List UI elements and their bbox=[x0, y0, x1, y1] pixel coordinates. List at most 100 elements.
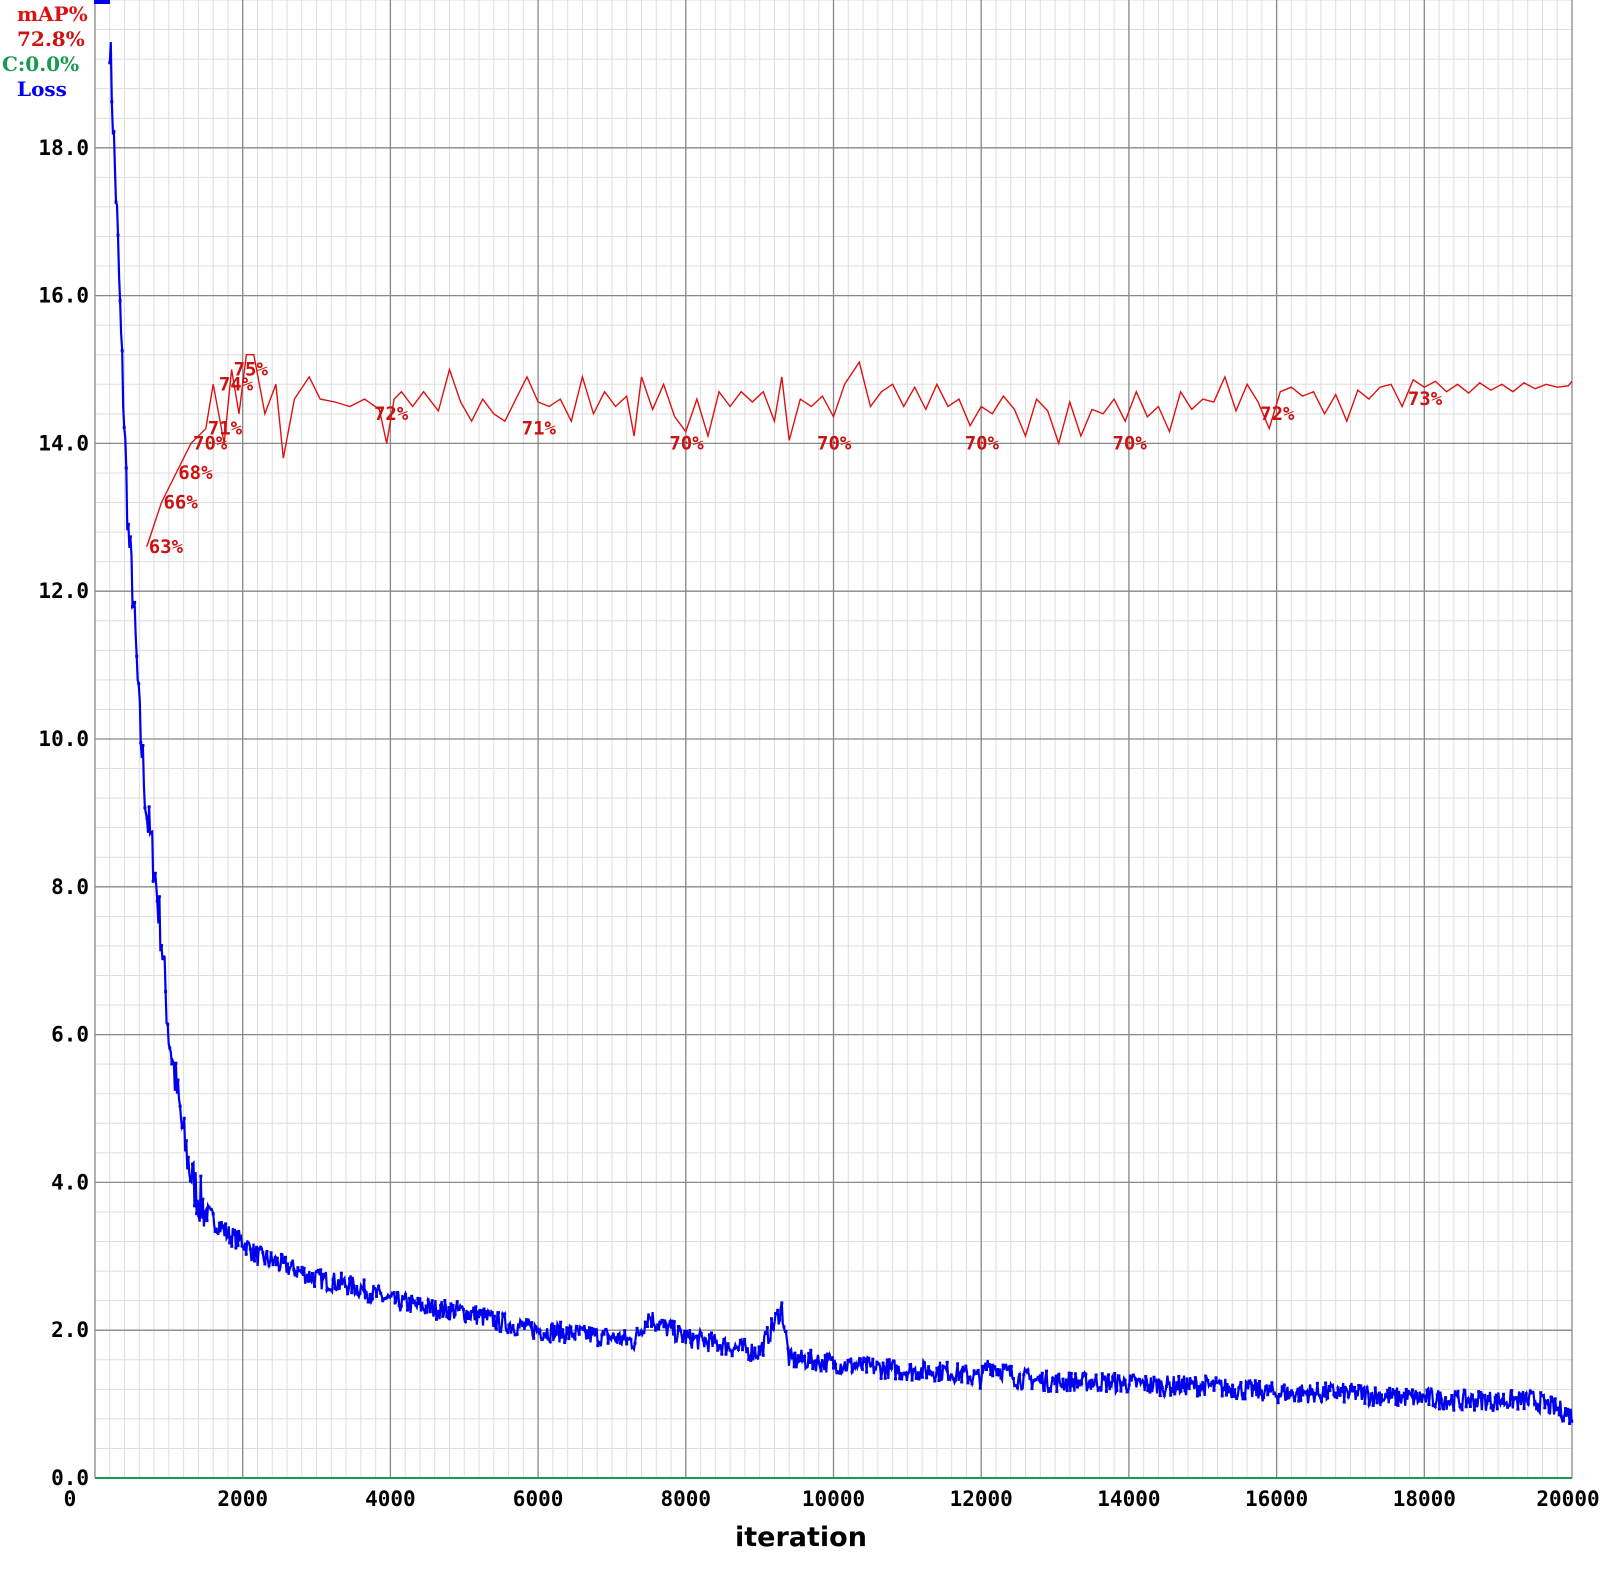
major-grid bbox=[94, 0, 1573, 1478]
loss-point bbox=[1094, 1373, 1098, 1377]
loss-point bbox=[1181, 1386, 1185, 1389]
loss-point bbox=[1123, 1378, 1127, 1382]
loss-point bbox=[199, 1174, 203, 1178]
loss-point bbox=[455, 1300, 459, 1304]
loss-point bbox=[1502, 1392, 1505, 1396]
map-annotation: 71% bbox=[522, 418, 557, 440]
loss-point bbox=[1363, 1401, 1367, 1405]
loss-point bbox=[1065, 1389, 1069, 1393]
loss-point bbox=[1390, 1395, 1394, 1399]
loss-point bbox=[650, 1324, 653, 1328]
loss-point bbox=[341, 1278, 345, 1282]
loss-point bbox=[1243, 1397, 1247, 1401]
loss-point bbox=[1162, 1394, 1166, 1397]
loss-point bbox=[1127, 1383, 1131, 1387]
loss-point bbox=[1098, 1386, 1102, 1390]
loss-point bbox=[900, 1377, 904, 1381]
loss-point bbox=[472, 1306, 476, 1310]
loss-point bbox=[1307, 1392, 1311, 1396]
loss-point bbox=[1545, 1401, 1549, 1405]
loss-point bbox=[1301, 1393, 1305, 1397]
loss-point bbox=[445, 1315, 449, 1319]
loss-point bbox=[1388, 1386, 1392, 1390]
loss-point bbox=[1367, 1403, 1371, 1407]
loss-point bbox=[168, 1046, 172, 1050]
loss-point bbox=[503, 1312, 507, 1316]
loss-point bbox=[422, 1308, 426, 1312]
loss-point bbox=[1264, 1385, 1268, 1389]
loss-point bbox=[368, 1292, 372, 1296]
loss-point bbox=[1053, 1382, 1057, 1386]
loss-point bbox=[846, 1358, 850, 1362]
loss-point bbox=[1102, 1377, 1106, 1381]
loss-point bbox=[490, 1311, 494, 1315]
loss-point bbox=[1526, 1402, 1530, 1406]
loss-point bbox=[1353, 1385, 1357, 1389]
loss-point bbox=[298, 1269, 302, 1273]
loss-point bbox=[1456, 1389, 1460, 1393]
loss-point bbox=[463, 1320, 467, 1323]
loss-point bbox=[798, 1359, 802, 1362]
loss-point bbox=[1092, 1382, 1096, 1386]
loss-point bbox=[1485, 1402, 1489, 1406]
loss-point bbox=[877, 1362, 881, 1366]
loss-point bbox=[674, 1339, 678, 1343]
loss-point bbox=[701, 1338, 705, 1342]
loss-point bbox=[468, 1317, 472, 1320]
loss-point bbox=[718, 1344, 722, 1347]
loss-point bbox=[1359, 1384, 1363, 1388]
loss-point bbox=[823, 1354, 827, 1357]
loss-point bbox=[619, 1341, 622, 1345]
loss-point bbox=[1425, 1388, 1429, 1392]
loss-point bbox=[228, 1241, 232, 1245]
loss-point bbox=[519, 1320, 523, 1324]
loss-point bbox=[1280, 1385, 1284, 1389]
loss-point bbox=[1398, 1398, 1402, 1402]
loss-point bbox=[778, 1318, 782, 1322]
loss-point bbox=[1483, 1394, 1487, 1398]
loss-point bbox=[317, 1268, 321, 1272]
y-tick-label: 2.0 bbox=[51, 1318, 89, 1342]
loss-point bbox=[1442, 1407, 1445, 1411]
loss-point bbox=[364, 1291, 368, 1295]
loss-point bbox=[1218, 1381, 1222, 1385]
loss-point bbox=[668, 1320, 672, 1324]
loss-point bbox=[575, 1324, 579, 1328]
loss-point bbox=[528, 1322, 531, 1326]
loss-point bbox=[1235, 1396, 1239, 1400]
loss-point bbox=[1032, 1378, 1036, 1382]
loss-point bbox=[637, 1333, 641, 1337]
loss-point bbox=[275, 1256, 279, 1260]
loss-point bbox=[1417, 1399, 1421, 1403]
loss-point bbox=[319, 1268, 323, 1272]
loss-point bbox=[195, 1212, 199, 1216]
loss-point bbox=[538, 1329, 542, 1332]
loss-point bbox=[1566, 1407, 1570, 1411]
loss-point bbox=[569, 1325, 573, 1329]
loss-point bbox=[774, 1312, 778, 1315]
loss-point bbox=[821, 1362, 825, 1365]
loss-point bbox=[424, 1304, 428, 1308]
loss-point bbox=[257, 1247, 261, 1251]
map-series bbox=[146, 354, 1573, 548]
loss-point bbox=[1549, 1395, 1553, 1399]
loss-point bbox=[585, 1329, 589, 1333]
loss-point bbox=[689, 1341, 693, 1345]
loss-point bbox=[112, 130, 116, 134]
loss-point bbox=[457, 1307, 461, 1311]
loss-point bbox=[1346, 1395, 1350, 1399]
y-tick-label: 6.0 bbox=[51, 1023, 89, 1047]
loss-point bbox=[222, 1224, 225, 1228]
loss-point bbox=[1351, 1389, 1354, 1393]
loss-point bbox=[939, 1377, 943, 1381]
loss-point bbox=[118, 299, 122, 303]
loss-point bbox=[1493, 1396, 1497, 1400]
loss-point bbox=[350, 1291, 354, 1295]
loss-point bbox=[1423, 1394, 1427, 1398]
loss-point bbox=[726, 1342, 730, 1346]
loss-point bbox=[1427, 1403, 1431, 1406]
loss-point bbox=[193, 1204, 196, 1208]
loss-point bbox=[1481, 1393, 1485, 1397]
loss-point bbox=[964, 1364, 968, 1368]
loss-point bbox=[461, 1308, 465, 1312]
